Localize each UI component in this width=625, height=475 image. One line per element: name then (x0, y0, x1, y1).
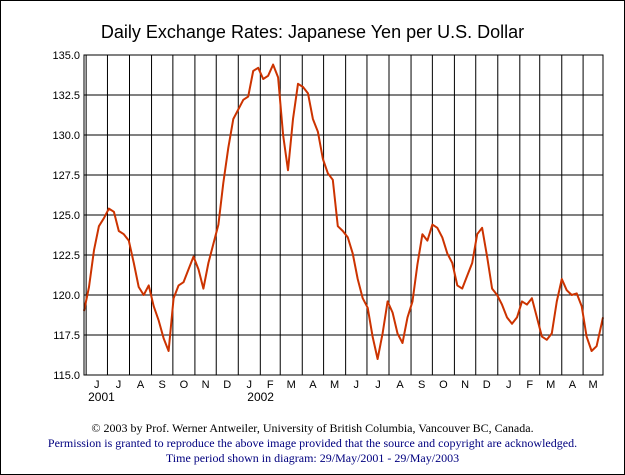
y-tick-label: 120.0 (52, 290, 80, 302)
plot-border (83, 54, 604, 376)
y-tick-label: 135.0 (52, 50, 80, 62)
grid (84, 54, 603, 376)
x-month-label: N (202, 379, 210, 391)
series-line (83, 63, 604, 360)
x-month-label: A (137, 379, 145, 391)
x-month-label: A (569, 379, 577, 391)
x-month-label: M (330, 379, 339, 391)
y-tick-label: 130.0 (52, 130, 80, 142)
x-year-label: 2001 (88, 390, 115, 404)
x-month-label: O (439, 379, 448, 391)
x-year-label: 2002 (247, 390, 274, 404)
x-month-label: M (287, 379, 296, 391)
y-tick-label: 132.5 (52, 90, 80, 102)
y-tick-label: 122.5 (52, 250, 80, 262)
x-month-label: F (526, 379, 533, 391)
copyright-text: © 2003 by Prof. Werner Antweiler, Univer… (91, 421, 534, 435)
x-month-label: A (309, 379, 317, 391)
x-month-label: M (588, 379, 597, 391)
x-month-label: J (506, 379, 512, 391)
y-tick-label: 117.5 (53, 330, 80, 342)
x-month-label: S (159, 379, 166, 391)
y-tick-label: 125.0 (52, 210, 80, 222)
x-month-label: J (247, 379, 253, 391)
x-month-label: J (94, 379, 100, 391)
x-month-label: A (396, 379, 404, 391)
x-month-label: M (546, 379, 555, 391)
x-month-label: F (267, 379, 274, 391)
x-month-label: J (354, 379, 360, 391)
x-month-label: S (418, 379, 425, 391)
x-month-label: J (116, 379, 122, 391)
x-month-label: N (461, 379, 469, 391)
y-tick-label: 127.5 (52, 170, 80, 182)
x-month-label: D (483, 379, 491, 391)
time-period-text: Time period shown in diagram: 29/May/200… (165, 451, 460, 465)
y-axis: 115.0 117.5 120.0 122.5 125.0 127.5 130.0 132.5… (52, 50, 80, 382)
x-month-label: J (375, 379, 381, 391)
chart-title: Daily Exchange Rates: Japanese Yen per U… (100, 22, 525, 42)
x-month-label: O (180, 379, 189, 391)
y-tick-label: 115.0 (53, 370, 80, 382)
x-month-label: D (223, 379, 231, 391)
permission-text: Permission is granted to reproduce the a… (47, 436, 578, 450)
